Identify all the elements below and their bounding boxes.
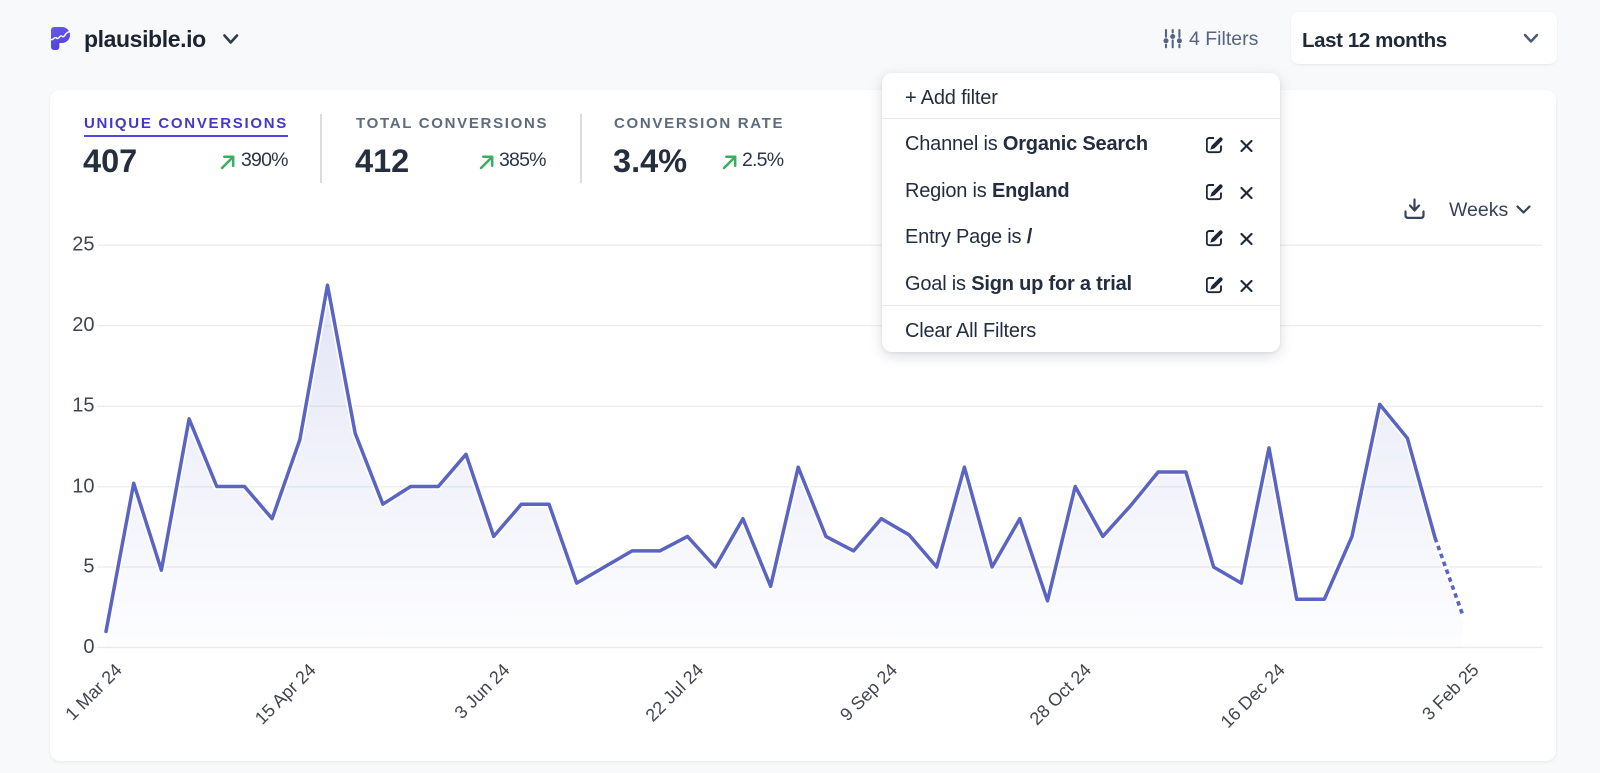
svg-text:10: 10 bbox=[72, 475, 94, 497]
svg-text:0: 0 bbox=[83, 636, 94, 658]
svg-text:3 Feb 25: 3 Feb 25 bbox=[1418, 660, 1482, 724]
svg-text:9 Sep 24: 9 Sep 24 bbox=[836, 660, 901, 725]
svg-text:1 Mar 24: 1 Mar 24 bbox=[61, 660, 125, 724]
svg-text:25: 25 bbox=[72, 234, 94, 256]
svg-text:3 Jun 24: 3 Jun 24 bbox=[451, 660, 514, 723]
svg-text:28 Oct 24: 28 Oct 24 bbox=[1026, 660, 1095, 729]
svg-text:15: 15 bbox=[72, 395, 94, 417]
svg-text:15 Apr 24: 15 Apr 24 bbox=[251, 660, 320, 729]
svg-text:16 Dec 24: 16 Dec 24 bbox=[1217, 660, 1289, 732]
svg-text:5: 5 bbox=[83, 556, 94, 578]
svg-text:22 Jul 24: 22 Jul 24 bbox=[642, 660, 708, 726]
svg-text:20: 20 bbox=[72, 314, 94, 336]
